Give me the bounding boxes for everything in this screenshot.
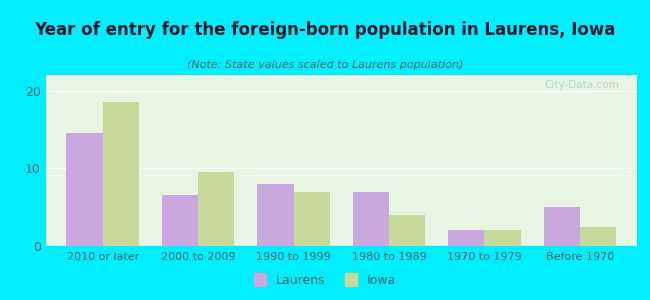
Text: Year of entry for the foreign-born population in Laurens, Iowa: Year of entry for the foreign-born popul…: [34, 21, 616, 39]
Bar: [543, 207, 580, 246]
Bar: [294, 192, 330, 246]
Bar: [103, 102, 139, 246]
Bar: [484, 230, 521, 246]
Legend: Laurens, Iowa: Laurens, Iowa: [250, 270, 400, 291]
Bar: [66, 133, 103, 246]
Bar: [580, 226, 616, 246]
Text: City-Data.com: City-Data.com: [545, 80, 619, 90]
Text: (Note: State values scaled to Laurens population): (Note: State values scaled to Laurens po…: [187, 60, 463, 70]
Bar: [198, 172, 235, 246]
Bar: [353, 192, 389, 246]
Bar: [448, 230, 484, 246]
Bar: [257, 184, 294, 246]
Bar: [162, 196, 198, 246]
Bar: [389, 215, 425, 246]
